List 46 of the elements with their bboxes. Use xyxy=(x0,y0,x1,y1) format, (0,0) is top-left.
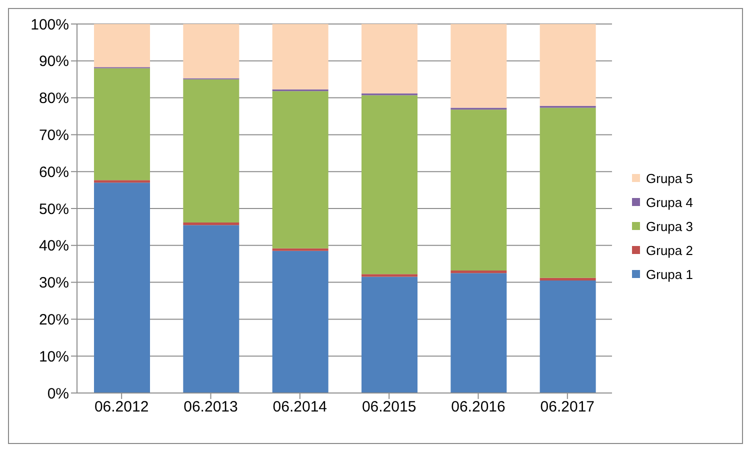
bar xyxy=(272,248,328,251)
bar xyxy=(450,273,507,393)
x-tick-label: 06.2016 xyxy=(451,398,506,416)
bar xyxy=(450,110,507,270)
bar xyxy=(94,24,150,68)
bar xyxy=(450,24,507,108)
bar xyxy=(183,225,240,393)
y-tick-label: 30% xyxy=(38,274,69,292)
x-tick-label: 06.2013 xyxy=(184,398,238,416)
bar xyxy=(540,108,596,278)
y-tick-label: 60% xyxy=(38,164,69,181)
bar xyxy=(272,24,328,90)
bar xyxy=(94,68,150,180)
bar xyxy=(540,280,596,393)
bar xyxy=(183,79,240,223)
y-tick-label: 70% xyxy=(38,127,69,144)
bar xyxy=(362,95,418,274)
y-tick-label: 0% xyxy=(47,385,69,402)
legend-label: Grupa 4 xyxy=(646,194,693,210)
bar xyxy=(540,278,596,280)
y-tick-label: 10% xyxy=(38,348,69,366)
legend-label: Grupa 3 xyxy=(646,218,693,234)
x-tick-label: 06.2012 xyxy=(94,398,149,416)
y-tick-label: 50% xyxy=(38,200,69,218)
y-tick-label: 80% xyxy=(38,90,69,108)
bar xyxy=(272,250,328,393)
bar xyxy=(450,270,507,274)
bar xyxy=(272,91,328,248)
legend-label: Grupa 1 xyxy=(646,266,693,282)
legend-label: Grupa 5 xyxy=(646,170,693,186)
bar xyxy=(362,276,418,393)
bar xyxy=(183,222,240,226)
bar xyxy=(362,24,418,94)
bar xyxy=(94,182,150,393)
x-tick-label: 06.2017 xyxy=(540,398,595,416)
y-tick-label: 90% xyxy=(38,53,69,70)
legend-label: Grupa 2 xyxy=(646,242,693,258)
bar xyxy=(183,24,240,78)
x-tick-label: 06.2015 xyxy=(362,398,416,416)
x-tick-label: 06.2014 xyxy=(272,398,328,416)
y-tick-label: 20% xyxy=(38,312,69,329)
y-tick-label: 100% xyxy=(30,16,69,34)
y-tick-label: 40% xyxy=(38,238,69,255)
bar xyxy=(362,274,418,277)
bar xyxy=(94,180,150,183)
bar xyxy=(540,24,596,106)
